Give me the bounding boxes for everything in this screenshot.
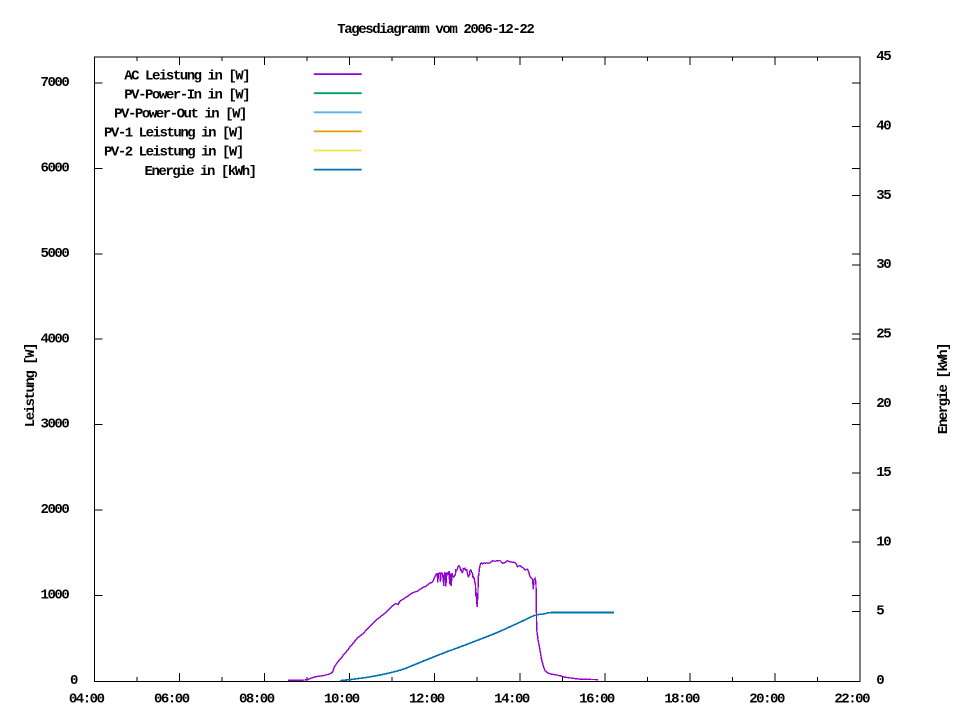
svg-text:AC Leistung in [W]: AC Leistung in [W] (124, 68, 249, 84)
svg-text:0: 0 (876, 673, 884, 689)
svg-text:6000: 6000 (41, 161, 70, 177)
svg-text:4000: 4000 (41, 331, 70, 347)
svg-text:15: 15 (876, 465, 891, 481)
svg-text:40: 40 (876, 119, 891, 135)
svg-text:PV-2 Leistung in [W]: PV-2 Leistung in [W] (104, 145, 243, 161)
svg-text:1000: 1000 (41, 588, 70, 604)
svg-text:PV-Power-In in [W]: PV-Power-In in [W] (124, 87, 249, 103)
svg-text:25: 25 (876, 326, 891, 342)
svg-text:Tagesdiagramm vom 2006-12-22: Tagesdiagramm vom 2006-12-22 (337, 22, 534, 38)
svg-text:2000: 2000 (41, 502, 70, 518)
svg-text:14:00: 14:00 (494, 692, 530, 708)
svg-text:PV-1 Leistung in [W]: PV-1 Leistung in [W] (104, 126, 243, 142)
svg-text:5: 5 (876, 604, 884, 620)
svg-text:22:00: 22:00 (834, 692, 870, 708)
svg-text:20:00: 20:00 (749, 692, 785, 708)
svg-text:0: 0 (70, 673, 78, 689)
svg-text:10: 10 (876, 534, 891, 550)
svg-text:PV-Power-Out in [W]: PV-Power-Out in [W] (114, 107, 246, 123)
svg-text:04:00: 04:00 (69, 692, 105, 708)
svg-text:18:00: 18:00 (664, 692, 700, 708)
svg-text:30: 30 (876, 257, 891, 273)
svg-text:Leistung [W]: Leistung [W] (23, 344, 39, 427)
svg-text:3000: 3000 (41, 417, 70, 433)
svg-text:5000: 5000 (41, 246, 70, 262)
svg-text:35: 35 (876, 188, 891, 204)
svg-text:12:00: 12:00 (409, 692, 445, 708)
svg-text:20: 20 (876, 396, 891, 412)
svg-text:16:00: 16:00 (579, 692, 615, 708)
svg-text:45: 45 (876, 49, 891, 65)
svg-text:Energie in [kWh]: Energie in [kWh] (145, 164, 256, 180)
svg-text:Energie [kWh]: Energie [kWh] (936, 344, 952, 434)
svg-text:06:00: 06:00 (154, 692, 190, 708)
svg-text:10:00: 10:00 (324, 692, 360, 708)
svg-text:7000: 7000 (41, 75, 70, 91)
svg-text:08:00: 08:00 (239, 692, 275, 708)
